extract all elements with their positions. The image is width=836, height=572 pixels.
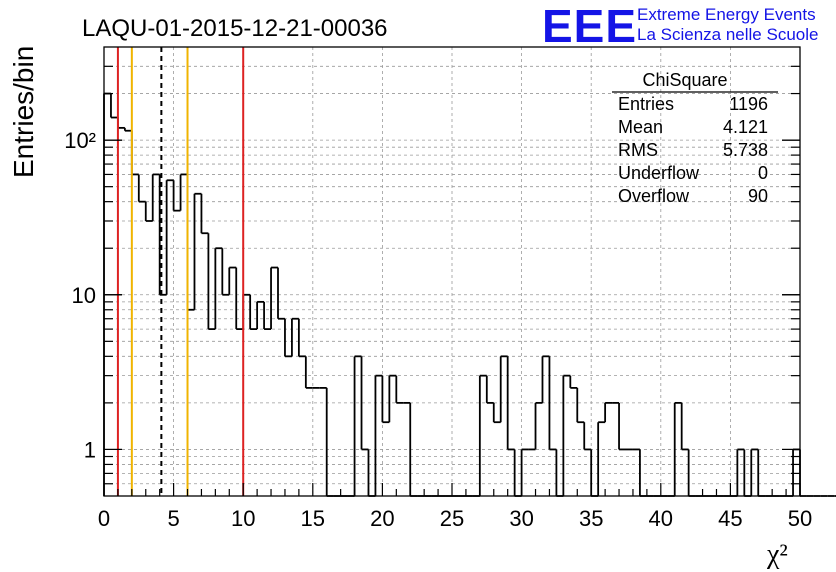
x-tick-label: 50 <box>788 506 812 531</box>
x-tick-label: 30 <box>509 506 533 531</box>
stats-title: ChiSquare <box>642 70 727 90</box>
axis-ticks <box>103 65 801 496</box>
x-tick-label: 10 <box>231 506 255 531</box>
y-axis-title: Entries/bin <box>8 46 39 178</box>
stats-box: ChiSquare Entries 1196 Mean 4.121 RMS 5.… <box>612 70 778 206</box>
y-tick-labels: 1 10 10² <box>64 128 96 462</box>
stats-value-overflow: 90 <box>748 186 768 206</box>
chart-title: LAQU-01-2015-12-21-00036 <box>82 15 388 42</box>
y-tick-label: 10 <box>72 283 96 308</box>
stats-label-mean: Mean <box>618 117 663 137</box>
x-tick-label: 35 <box>579 506 603 531</box>
stats-label-overflow: Overflow <box>618 186 690 206</box>
stats-value-entries: 1196 <box>729 94 768 114</box>
x-tick-label: 0 <box>98 506 110 531</box>
x-tick-label: 5 <box>167 506 179 531</box>
stats-value-mean: 4.121 <box>723 117 768 137</box>
reference-lines <box>116 47 245 496</box>
x-axis-title: χ² <box>766 539 788 570</box>
stats-value-underflow: 0 <box>758 163 768 183</box>
logo-line-2: La Scienza nelle Scuole <box>637 25 818 44</box>
x-tick-labels: 0 5 10 15 20 25 30 35 40 45 50 <box>98 506 812 531</box>
logo-line-1: Extreme Energy Events <box>637 5 816 24</box>
stats-value-rms: 5.738 <box>723 140 768 160</box>
stats-label-rms: RMS <box>618 140 658 160</box>
x-tick-label: 15 <box>301 506 325 531</box>
grid-lines <box>104 47 800 496</box>
eee-logo-mark: EEE <box>542 0 637 52</box>
x-tick-label: 40 <box>649 506 673 531</box>
x-tick-label: 45 <box>718 506 742 531</box>
stats-label-entries: Entries <box>618 94 674 114</box>
y-tick-label: 1 <box>84 437 96 462</box>
stats-label-underflow: Underflow <box>618 163 700 183</box>
y-tick-label: 10² <box>64 128 96 153</box>
x-tick-label: 20 <box>370 506 394 531</box>
x-tick-label: 25 <box>440 506 464 531</box>
